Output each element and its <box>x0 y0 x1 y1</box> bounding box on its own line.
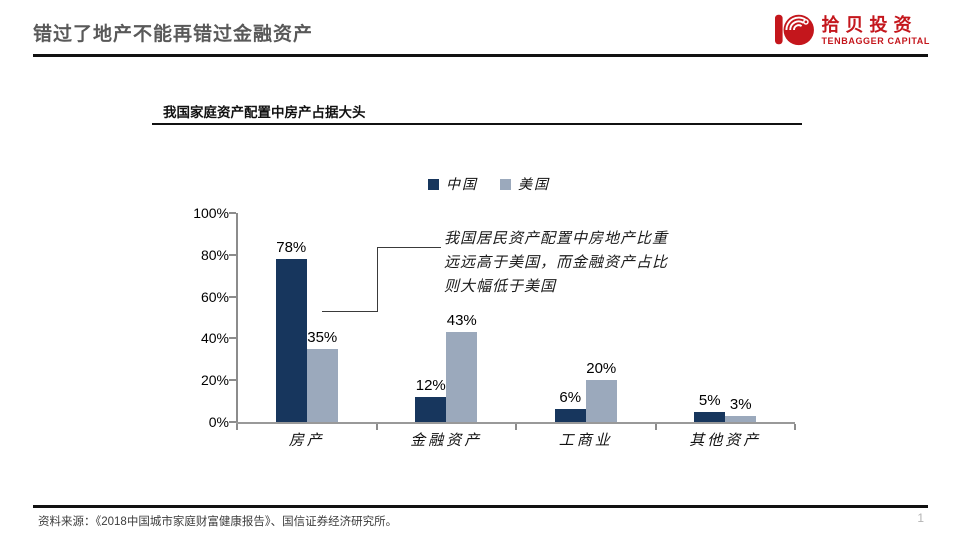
data-source-note: 资料来源：《2018中国城市家庭财富健康报告》、国信证券经济研究所。 <box>38 516 398 528</box>
legend-label: 美国 <box>518 177 550 193</box>
bar-value-label: 6% <box>559 389 582 407</box>
x-axis-category-label: 金融资产 <box>410 431 483 449</box>
slide-title: 错过了地产不能再错过金融资产 <box>33 24 314 45</box>
y-axis-tick <box>229 379 236 382</box>
chart-title: 我国家庭资产配置中房产占据大头 <box>163 105 366 120</box>
chart-annotation: 我国居民资产配置中房地产比重远远高于美国，而金融资产占比则大幅低于美国 <box>444 229 669 295</box>
bar-美国-工商业 <box>585 380 617 422</box>
bar-value-label: 12% <box>415 376 446 394</box>
bar-中国-工商业 <box>554 409 586 422</box>
chart-title-underline <box>152 123 802 125</box>
legend-label: 中国 <box>446 177 478 193</box>
bar-value-label: 43% <box>446 312 477 330</box>
y-axis-tick-label: 60% <box>200 288 229 305</box>
y-axis-tick <box>229 253 236 256</box>
bar-美国-其他资产 <box>725 415 757 422</box>
title-divider <box>33 54 928 57</box>
x-axis-tick <box>236 424 238 430</box>
bar-value-label: 3% <box>729 395 752 413</box>
y-axis-tick <box>229 295 236 298</box>
callout-line-vertical <box>377 247 378 312</box>
y-axis-tick-label: 80% <box>200 246 229 263</box>
company-logo: 拾贝投资 TENBAGGER CAPITAL <box>773 10 930 53</box>
x-axis-category-label: 房产 <box>288 431 325 449</box>
x-axis-tick <box>654 424 657 430</box>
bar-美国-房产 <box>306 348 338 422</box>
bar-value-label: 20% <box>586 360 617 378</box>
callout-line-horizontal-upper <box>377 247 441 248</box>
footer-divider <box>33 505 928 508</box>
x-axis-tick <box>515 424 517 430</box>
logo-name-en: TENBAGGER CAPITAL <box>821 36 930 46</box>
legend-swatch-icon <box>500 178 511 190</box>
legend-item-中国: 中国 <box>428 174 478 194</box>
legend-swatch-icon <box>428 178 439 190</box>
x-axis-category-label: 工商业 <box>558 431 613 449</box>
y-axis-tick-label: 20% <box>200 372 229 389</box>
bar-value-label: 5% <box>698 391 721 409</box>
callout-line-horizontal-lower <box>322 311 378 312</box>
y-axis-line <box>236 213 238 422</box>
y-axis-tick <box>229 212 236 214</box>
x-axis-line <box>236 422 795 424</box>
chart-legend: 中国 美国 <box>428 174 550 194</box>
y-axis-tick-label: 100% <box>193 205 229 221</box>
y-axis-tick-label: 40% <box>200 330 229 347</box>
bar-中国-房产 <box>275 258 307 422</box>
bar-value-label: 35% <box>307 328 338 346</box>
x-axis-tick <box>375 424 378 430</box>
bar-chart-plot-area: 0% 20% 40% 60% 80% 100% 78% 35% 房产 12% 43% 金融资产 6% 20… <box>193 205 796 449</box>
bar-中国-其他资产 <box>694 411 726 422</box>
y-axis-tick <box>229 337 236 340</box>
logo-name-cn: 拾贝投资 <box>821 15 918 36</box>
bar-中国-金融资产 <box>415 396 447 422</box>
tenbagger-shell-icon <box>773 10 815 53</box>
x-axis-category-label: 其他资产 <box>689 431 762 449</box>
x-axis-tick <box>794 424 796 430</box>
y-axis-tick <box>229 421 236 423</box>
bar-美国-金融资产 <box>446 332 478 422</box>
y-axis-tick-label: 0% <box>208 414 229 430</box>
bar-value-label: 78% <box>276 238 307 256</box>
legend-item-美国: 美国 <box>500 174 550 194</box>
page-number: 1 <box>917 511 924 525</box>
